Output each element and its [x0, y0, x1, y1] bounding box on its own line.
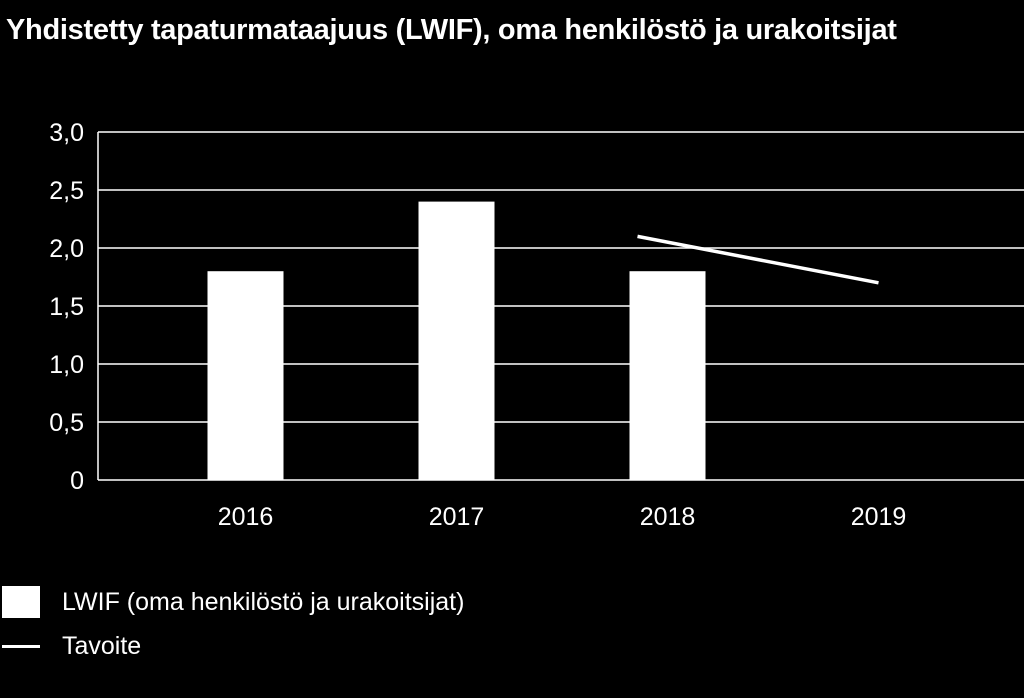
legend-item-tavoite: Tavoite	[0, 624, 464, 668]
y-tick-label: 3,0	[49, 119, 84, 147]
y-tick-label: 2,0	[49, 235, 84, 263]
y-tick-label: 2,5	[49, 177, 84, 205]
target-line	[637, 234, 879, 285]
legend-item-lwif: LWIF (oma henkilöstö ja urakoitsijat)	[0, 580, 464, 624]
chart-title: Yhdistetty tapaturmataajuus (LWIF), oma …	[6, 14, 897, 46]
x-tick-label: 2017	[429, 503, 485, 531]
y-tick-label: 0,5	[49, 409, 84, 437]
x-tick-label: 2018	[640, 503, 696, 531]
legend: LWIF (oma henkilöstö ja urakoitsijat) Ta…	[0, 580, 464, 668]
legend-swatch-line	[2, 644, 40, 648]
bar	[207, 271, 284, 480]
x-tick-label: 2019	[851, 503, 907, 531]
bar	[418, 201, 495, 480]
bar-chart: 0 0,5 1,0 1,5 2,0 2,5 3,0 2016 2017 2018 2019	[49, 119, 1024, 531]
y-tick-label: 1,0	[49, 351, 84, 379]
bar	[629, 271, 706, 480]
x-tick-label: 2016	[218, 503, 274, 531]
legend-swatch-bar	[2, 586, 40, 618]
y-tick-label: 0	[70, 467, 84, 495]
legend-label-lwif: LWIF (oma henkilöstö ja urakoitsijat)	[62, 587, 465, 616]
y-tick-label: 1,5	[49, 293, 84, 321]
legend-label-tavoite: Tavoite	[62, 631, 142, 660]
